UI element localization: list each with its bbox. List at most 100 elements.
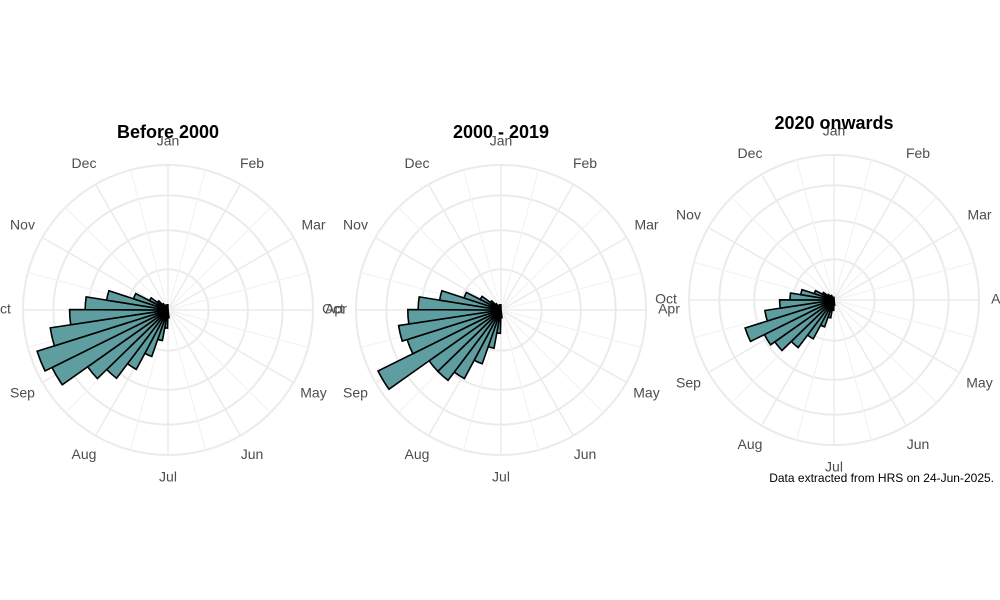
grid-spoke-minor xyxy=(500,271,642,311)
month-label: Apr xyxy=(991,291,1000,307)
month-label: Jan xyxy=(490,133,513,149)
month-labels: Jan Feb Mar Apr May Jun Jul Aug Sep Oct Nov Dec xyxy=(322,133,680,485)
grid-spoke xyxy=(167,309,242,436)
month-label: Jul xyxy=(492,469,510,485)
bar xyxy=(68,308,169,326)
month-label: Mar xyxy=(967,207,991,223)
month-label: Aug xyxy=(738,436,763,452)
grid-spoke-minor xyxy=(500,169,540,311)
grid-spoke-minor xyxy=(167,169,207,311)
month-label: May xyxy=(966,375,992,391)
month-label: Apr xyxy=(658,301,680,317)
month-label: Jul xyxy=(159,469,177,485)
month-labels: Jan Feb Mar Apr May Jun Jul Aug Sep Oct Nov Dec xyxy=(0,133,347,485)
bar xyxy=(49,309,169,347)
month-label: Nov xyxy=(10,217,35,233)
grid-spoke xyxy=(500,184,575,311)
month-label: Sep xyxy=(343,385,368,401)
month-label: Aug xyxy=(72,446,97,462)
grid-spoke xyxy=(94,184,169,311)
grid-spoke-minor xyxy=(167,271,309,311)
bar xyxy=(763,299,835,323)
grid-spoke xyxy=(833,226,960,301)
month-label: Dec xyxy=(72,155,97,171)
grid-spoke-minor xyxy=(795,299,835,441)
month-label: Mar xyxy=(634,217,658,233)
month-label: Feb xyxy=(240,155,264,171)
month-label: Jun xyxy=(574,446,597,462)
grid-spoke xyxy=(500,309,627,384)
month-label: Jul xyxy=(825,459,843,475)
grid-spoke-minor xyxy=(833,261,975,301)
grid-spoke-minor xyxy=(500,309,642,349)
grid-spoke xyxy=(833,299,908,426)
grid-spoke xyxy=(833,299,960,374)
grid-spoke-minor xyxy=(167,309,207,451)
grid-spoke-minor xyxy=(500,207,604,311)
month-label: Jun xyxy=(241,446,264,462)
month-label: Jan xyxy=(157,133,180,149)
grid-spoke-minor xyxy=(462,169,502,311)
grid-spoke-minor xyxy=(129,169,169,311)
grid-spoke xyxy=(375,236,502,311)
grid-spoke-minor xyxy=(167,309,271,413)
grid-spoke xyxy=(167,184,242,311)
grid-spoke-minor xyxy=(795,159,835,301)
month-label: Dec xyxy=(738,145,763,161)
bar xyxy=(744,299,835,343)
grid-spoke-minor xyxy=(398,207,502,311)
month-label: Dec xyxy=(405,155,430,171)
panel-before-2000: Jan Feb Mar Apr May Jun Jul Aug Sep Oct Nov Dec Bef… xyxy=(0,122,347,485)
grid-spoke-minor xyxy=(65,207,169,311)
grid-spoke xyxy=(500,236,627,311)
grid-spoke-minor xyxy=(167,309,309,349)
grid-spoke xyxy=(167,309,294,384)
bar xyxy=(376,309,502,391)
caption: Data extracted from HRS on 24-Jun-2025. xyxy=(769,471,994,485)
month-label: May xyxy=(633,385,659,401)
bars xyxy=(744,288,836,352)
panel-title: 2000 - 2019 xyxy=(453,122,549,142)
grid-spoke-minor xyxy=(833,299,873,441)
grid-spoke-minor xyxy=(167,207,271,311)
month-label: Jun xyxy=(907,436,930,452)
panel-2020-onwards: Jan Feb Mar Apr May Jun Jul Aug Sep Oct Nov Dec 202… xyxy=(655,113,1000,475)
grid-spoke-minor xyxy=(500,309,540,451)
grid-spoke xyxy=(833,174,908,301)
month-label: Aug xyxy=(405,446,430,462)
grid-spoke-minor xyxy=(731,197,835,301)
month-label: Oct xyxy=(322,301,344,317)
bar xyxy=(778,298,835,310)
grid-spoke xyxy=(500,309,575,436)
grid-spoke xyxy=(42,236,169,311)
month-label: Nov xyxy=(343,217,368,233)
grid-spoke-minor xyxy=(500,309,604,413)
month-labels: Jan Feb Mar Apr May Jun Jul Aug Sep Oct Nov Dec xyxy=(655,123,1000,475)
panel-title: 2020 onwards xyxy=(774,113,893,133)
month-label: Feb xyxy=(573,155,597,171)
grid-spoke-minor xyxy=(833,299,937,403)
month-label: Sep xyxy=(10,385,35,401)
month-label: Oct xyxy=(0,301,11,317)
bar xyxy=(166,304,169,311)
grid-spoke xyxy=(427,184,502,311)
bar xyxy=(406,308,502,325)
bar xyxy=(499,304,502,311)
bar xyxy=(397,309,502,343)
month-label: Mar xyxy=(301,217,325,233)
panel-title: Before 2000 xyxy=(117,122,219,142)
grid-spoke xyxy=(167,236,294,311)
month-label: May xyxy=(300,385,326,401)
month-label: Feb xyxy=(906,145,930,161)
month-label: Sep xyxy=(676,375,701,391)
panel-2000-2019: Jan Feb Mar Apr May Jun Jul Aug Sep Oct Nov Dec 200… xyxy=(322,122,680,485)
grid-spoke xyxy=(708,226,835,301)
month-label: Oct xyxy=(655,291,677,307)
bar xyxy=(36,309,169,373)
month-label: Jan xyxy=(823,123,846,139)
grid-spoke xyxy=(760,174,835,301)
polar-grid xyxy=(355,164,647,456)
grid-spoke-minor xyxy=(833,197,937,301)
grid-spoke-minor xyxy=(833,299,975,339)
